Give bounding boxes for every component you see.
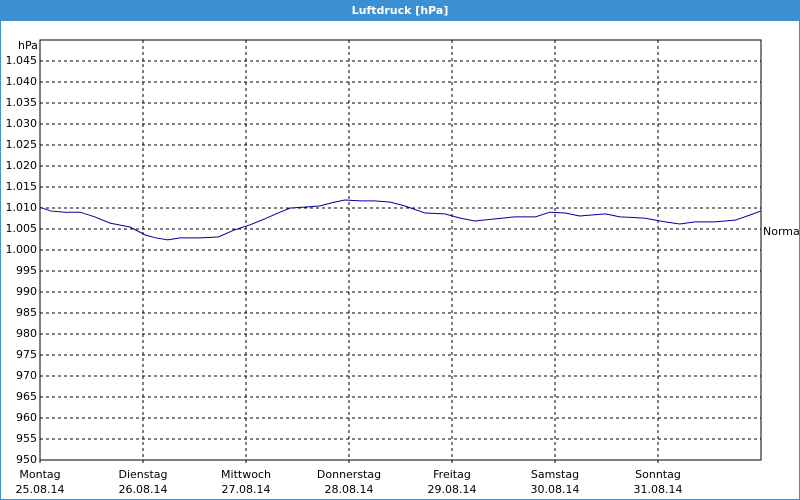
y-tick-label: 1.000 xyxy=(6,243,38,256)
y-tick-label: 1.045 xyxy=(6,54,38,67)
x-tick-label: Dienstag xyxy=(118,468,167,481)
y-tick-label: 1.030 xyxy=(6,117,38,130)
title-bar xyxy=(0,0,800,21)
x-tick-date: 30.08.14 xyxy=(531,483,580,496)
x-tick-label: Freitag xyxy=(433,468,471,481)
y-tick-label: 1.010 xyxy=(6,201,38,214)
y-tick-label: 1.015 xyxy=(6,180,38,193)
y-tick-label: 960 xyxy=(16,411,37,424)
y-tick-label: 1.035 xyxy=(6,96,38,109)
x-tick-date: 29.08.14 xyxy=(428,483,477,496)
data-line xyxy=(39,199,762,241)
y-tick-label: 1.025 xyxy=(6,138,38,151)
y-tick-label: 980 xyxy=(16,327,37,340)
plot-frame xyxy=(39,39,762,461)
y-tick-label: 985 xyxy=(16,306,37,319)
y-tick-label: 970 xyxy=(16,369,37,382)
x-tick-label: Samstag xyxy=(531,468,579,481)
y-tick-label: 950 xyxy=(16,453,37,466)
x-tick-date: 27.08.14 xyxy=(222,483,271,496)
chart-title: Luftdruck [hPa] xyxy=(352,4,449,17)
y-tick-label: 955 xyxy=(16,432,37,445)
y-tick-label: 965 xyxy=(16,390,37,403)
y-tick-label: 990 xyxy=(16,285,37,298)
y-tick-label: 1.020 xyxy=(6,159,38,172)
x-tick-label: Mittwoch xyxy=(221,468,271,481)
annotation: Normal xyxy=(763,225,800,238)
x-tick-label: Donnerstag xyxy=(317,468,381,481)
y-tick-label: 1.040 xyxy=(6,75,38,88)
x-tick-label: Sonntag xyxy=(635,468,681,481)
y-tick-label: 1.005 xyxy=(6,222,38,235)
x-tick-date: 31.08.14 xyxy=(634,483,683,496)
y-tick-label: 975 xyxy=(16,348,37,361)
y-tick-label: 995 xyxy=(16,264,37,277)
x-tick-date: 26.08.14 xyxy=(119,483,168,496)
x-tick-date: 28.08.14 xyxy=(325,483,374,496)
y-unit-label: hPa xyxy=(18,39,38,52)
x-tick-label: Montag xyxy=(19,468,60,481)
x-tick-date: 25.08.14 xyxy=(16,483,65,496)
